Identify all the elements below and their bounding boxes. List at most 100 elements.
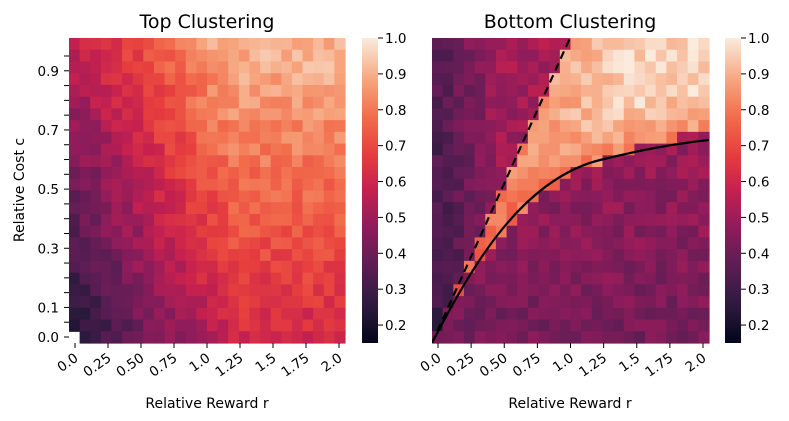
right-heatmap-cell xyxy=(666,73,678,86)
right-heatmap-cell xyxy=(677,131,689,145)
right-heatmap-cell xyxy=(549,307,561,321)
right-heatmap-cell xyxy=(432,307,444,321)
left-heatmap-cell xyxy=(217,96,229,109)
right-heatmap-cell xyxy=(442,272,454,285)
right-heatmap xyxy=(432,38,710,344)
right-heatmap-cell xyxy=(677,96,689,109)
left-heatmap-cell xyxy=(302,237,314,250)
left-heatmap-cell xyxy=(153,272,166,285)
left-heatmap-cell xyxy=(270,225,282,239)
left-heatmap-cell xyxy=(249,213,261,227)
left-heatmap-cell xyxy=(260,38,272,51)
left-heatmap-cell xyxy=(111,96,123,109)
left-heatmap-cell xyxy=(302,202,314,215)
left-heatmap-cell xyxy=(122,167,134,180)
right-heatmap-cell xyxy=(527,143,540,156)
left-colorbar-ticks: 1.0 0.9 0.8 0.7 0.6 0.5 0.4 0.3 0.2 xyxy=(378,31,406,334)
left-heatmap-cell xyxy=(175,178,187,192)
left-heatmap-cell xyxy=(249,284,261,297)
left-heatmap-cell xyxy=(132,155,144,168)
left-heatmap-cell xyxy=(217,143,229,156)
right-heatmap-cell xyxy=(602,143,614,156)
right-heatmap-cell xyxy=(463,272,476,285)
right-heatmap-cell xyxy=(538,61,550,74)
right-heatmap-cell xyxy=(463,38,476,51)
right-heatmap-cell xyxy=(453,84,465,98)
right-heatmap-cell xyxy=(645,202,657,215)
right-heatmap-cell xyxy=(442,190,454,203)
right-heatmap-cell xyxy=(432,202,444,215)
right-heatmap-cell xyxy=(687,73,699,86)
right-heatmap-cell xyxy=(655,38,667,51)
left-heatmap-cell xyxy=(302,108,314,121)
right-heatmap-cell xyxy=(581,331,593,344)
right-heatmap-cell xyxy=(666,38,678,51)
left-heatmap-cell xyxy=(122,249,134,262)
right-heatmap-cell xyxy=(677,331,689,344)
left-heatmap-cell xyxy=(153,296,166,309)
right-heatmap-cell xyxy=(559,296,572,309)
right-heatmap-cell xyxy=(687,120,699,133)
right-heatmap-cell xyxy=(570,131,582,145)
left-heatmap-cell xyxy=(122,213,134,227)
left-heatmap-cell xyxy=(291,49,304,63)
left-heatmap-cell xyxy=(79,38,91,51)
right-heatmap-cell xyxy=(559,131,572,145)
left-heatmap-cell xyxy=(90,284,102,297)
left-heatmap-cell xyxy=(270,319,282,332)
left-heatmap-cell xyxy=(185,307,197,321)
right-heatmap-cell xyxy=(655,120,667,133)
right-heatmap-cell xyxy=(677,225,689,239)
right-heatmap-cell xyxy=(527,84,540,98)
right-heatmap-cell xyxy=(623,108,636,121)
right-heatmap-cell xyxy=(602,225,614,239)
right-heatmap-cell xyxy=(453,296,465,309)
right-heatmap-cell xyxy=(581,120,593,133)
left-heatmap-cell xyxy=(323,213,335,227)
left-heatmap-cell xyxy=(185,190,197,203)
right-heatmap-cell xyxy=(453,167,465,180)
left-heatmap-cell xyxy=(207,284,219,297)
left-heatmap-cell xyxy=(79,155,91,168)
right-heatmap-cell xyxy=(432,331,444,344)
left-heatmap-cell xyxy=(79,108,91,121)
left-heatmap-cell xyxy=(79,307,91,321)
left-heatmap-cell xyxy=(90,49,102,63)
right-heatmap-cell xyxy=(463,120,476,133)
colorbar-tick-label: 1.0 xyxy=(748,31,769,47)
left-heatmap-cell xyxy=(281,272,293,285)
right-heatmap-cell xyxy=(581,61,593,74)
left-heatmap-cell xyxy=(196,84,208,98)
left-heatmap-cell xyxy=(291,61,304,74)
right-heatmap-cell xyxy=(687,143,699,156)
left-heatmap-cell xyxy=(196,202,208,215)
left-heatmap-cell xyxy=(79,249,91,262)
right-heatmap-cell xyxy=(517,120,529,133)
right-heatmap-cell xyxy=(495,61,508,74)
left-heatmap-cell xyxy=(334,331,346,344)
right-heatmap-cell xyxy=(485,225,497,239)
left-heatmap-cell xyxy=(132,96,144,109)
right-heatmap-cell xyxy=(527,131,540,145)
right-heatmap-cell xyxy=(517,202,529,215)
right-heatmap-cell xyxy=(698,260,710,274)
left-heatmap-cell xyxy=(334,84,346,98)
left-heatmap-cell xyxy=(90,296,102,309)
left-heatmap-cell xyxy=(249,120,261,133)
right-heatmap-cell xyxy=(613,143,625,156)
left-heatmap-cell xyxy=(238,120,251,133)
left-heatmap-cell xyxy=(323,225,335,239)
left-heatmap-cell xyxy=(302,167,314,180)
left-heatmap-cell xyxy=(302,38,314,51)
y-tick-label: 0.5 xyxy=(38,182,59,198)
left-heatmap-cell xyxy=(122,143,134,156)
left-heatmap-cell xyxy=(132,131,144,145)
left-heatmap-cell xyxy=(196,213,208,227)
right-heatmap-cell xyxy=(453,38,465,51)
left-heatmap-cell xyxy=(90,84,102,98)
right-heatmap-cell xyxy=(506,272,518,285)
right-heatmap-cell xyxy=(463,190,476,203)
left-heatmap-cell xyxy=(90,178,102,192)
right-heatmap-cell xyxy=(463,131,476,145)
right-heatmap-cell xyxy=(677,167,689,180)
